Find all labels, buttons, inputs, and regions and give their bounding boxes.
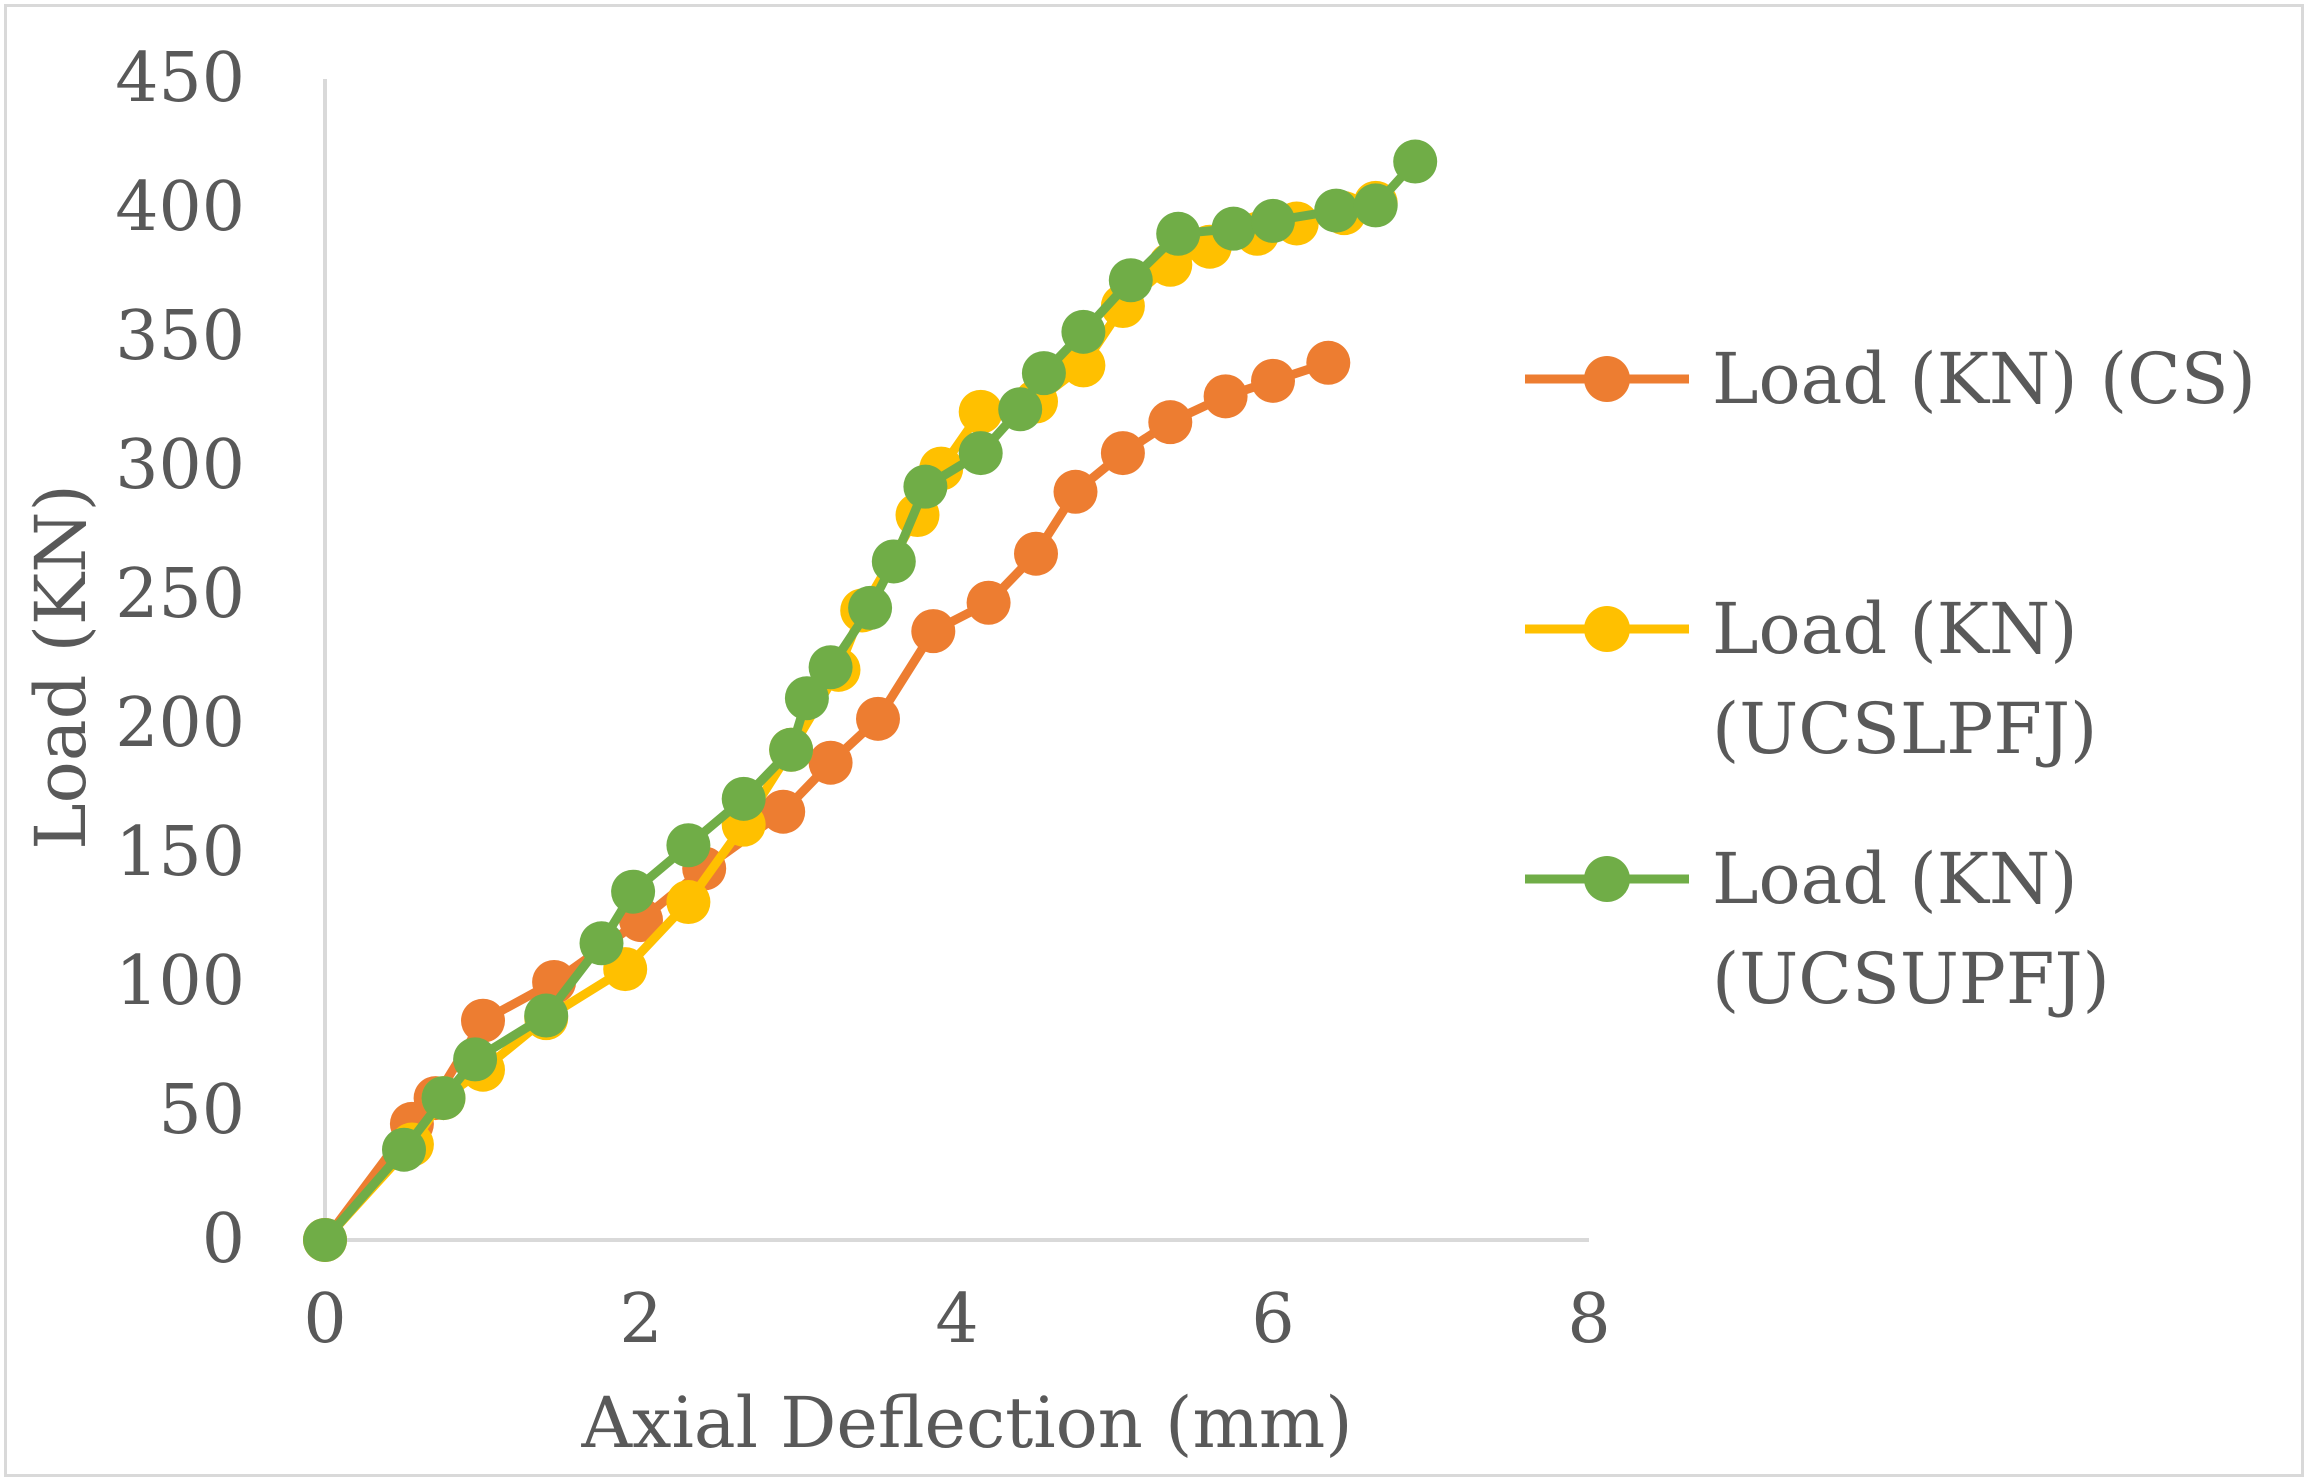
data-point — [721, 776, 766, 821]
data-point — [1108, 258, 1153, 303]
legend-marker — [1584, 356, 1630, 402]
data-point — [808, 740, 853, 785]
data-point — [1251, 358, 1295, 403]
legend-label: Load (KN) — [1712, 588, 2078, 670]
data-point — [761, 789, 806, 834]
y-tick-label: 450 — [115, 39, 245, 118]
data-point — [1306, 340, 1351, 385]
data-point — [1393, 139, 1438, 184]
data-point — [1156, 211, 1201, 256]
data-point — [453, 1037, 498, 1082]
data-point — [1251, 198, 1295, 243]
line-chart: 0 50 100 150 200 250 300 350 400 450 0 2 4 6 8 Axial D… — [20, 39, 2256, 1464]
legend-marker — [1584, 606, 1630, 652]
data-point — [666, 880, 711, 925]
y-tick-label: 250 — [115, 555, 245, 634]
data-point — [769, 727, 814, 772]
data-point — [958, 389, 1003, 434]
data-point — [1203, 374, 1248, 419]
y-axis-title: Load (KN) — [20, 484, 102, 850]
series-2 — [303, 180, 1398, 1262]
legend-marker — [1584, 856, 1630, 902]
y-tick-label: 50 — [158, 1071, 245, 1150]
x-tick-label: 2 — [619, 1280, 662, 1359]
data-point — [958, 431, 1003, 476]
y-tick-label: 350 — [115, 297, 245, 376]
data-point — [1021, 351, 1066, 396]
data-point — [871, 539, 916, 584]
data-point — [1100, 431, 1145, 476]
legend-entry: Load (KN) (UCSUPFJ) — [1525, 838, 2110, 1020]
data-point — [848, 585, 893, 630]
series-line — [320, 358, 1333, 1245]
data-point — [1061, 343, 1106, 388]
data-point — [524, 993, 569, 1038]
legend-label: Load (KN) (CS) — [1712, 338, 2256, 420]
legend-label: (UCSUPFJ) — [1712, 938, 2110, 1020]
legend-entry: Load (KN) (CS) — [1525, 338, 2256, 420]
series-layer — [303, 139, 1438, 1262]
y-tick-label: 0 — [202, 1200, 245, 1279]
data-point — [1053, 469, 1098, 514]
data-point — [998, 387, 1043, 432]
chart-frame: 0 50 100 150 200 250 300 350 400 450 0 2 4 6 8 Axial D… — [4, 4, 2304, 1477]
legend-label: (UCSLPFJ) — [1712, 688, 2097, 770]
data-point — [666, 823, 711, 868]
data-point — [1353, 183, 1398, 228]
axes: 0 50 100 150 200 250 300 350 400 450 0 2 4 6 8 — [115, 39, 1610, 1359]
data-point — [1314, 188, 1359, 233]
data-point — [1211, 206, 1256, 251]
x-tick-label: 6 — [1251, 1280, 1294, 1359]
data-point — [382, 1127, 426, 1172]
data-point — [461, 998, 505, 1043]
series-3 — [303, 139, 1438, 1262]
data-point — [1061, 309, 1106, 354]
legend: Load (KN) (CS)Load (KN)(UCSLPFJ)Load (KN… — [1525, 338, 2256, 1020]
legend-entry: Load (KN) (UCSLPFJ) — [1525, 588, 2097, 770]
data-point — [784, 676, 829, 721]
data-point — [303, 1218, 347, 1262]
data-point — [966, 580, 1011, 625]
legend-label: Load (KN) — [1712, 838, 2078, 920]
data-point — [903, 464, 948, 509]
data-point — [611, 869, 656, 914]
x-tick-label: 0 — [303, 1280, 346, 1359]
y-tick-label: 400 — [115, 168, 245, 247]
data-point — [911, 609, 956, 654]
series-1 — [303, 340, 1351, 1262]
data-point — [856, 696, 900, 741]
x-tick-label: 4 — [935, 1280, 978, 1359]
data-point — [1148, 400, 1193, 445]
y-tick-label: 150 — [115, 813, 245, 892]
x-tick-label: 8 — [1567, 1280, 1610, 1359]
y-tick-label: 300 — [115, 426, 245, 505]
data-point — [808, 645, 853, 690]
y-tick-label: 200 — [115, 684, 245, 763]
data-point — [421, 1076, 466, 1121]
y-tick-label: 100 — [115, 942, 245, 1021]
x-axis-title: Axial Deflection (mm) — [580, 1382, 1352, 1464]
data-point — [1014, 531, 1058, 576]
data-point — [579, 921, 624, 966]
